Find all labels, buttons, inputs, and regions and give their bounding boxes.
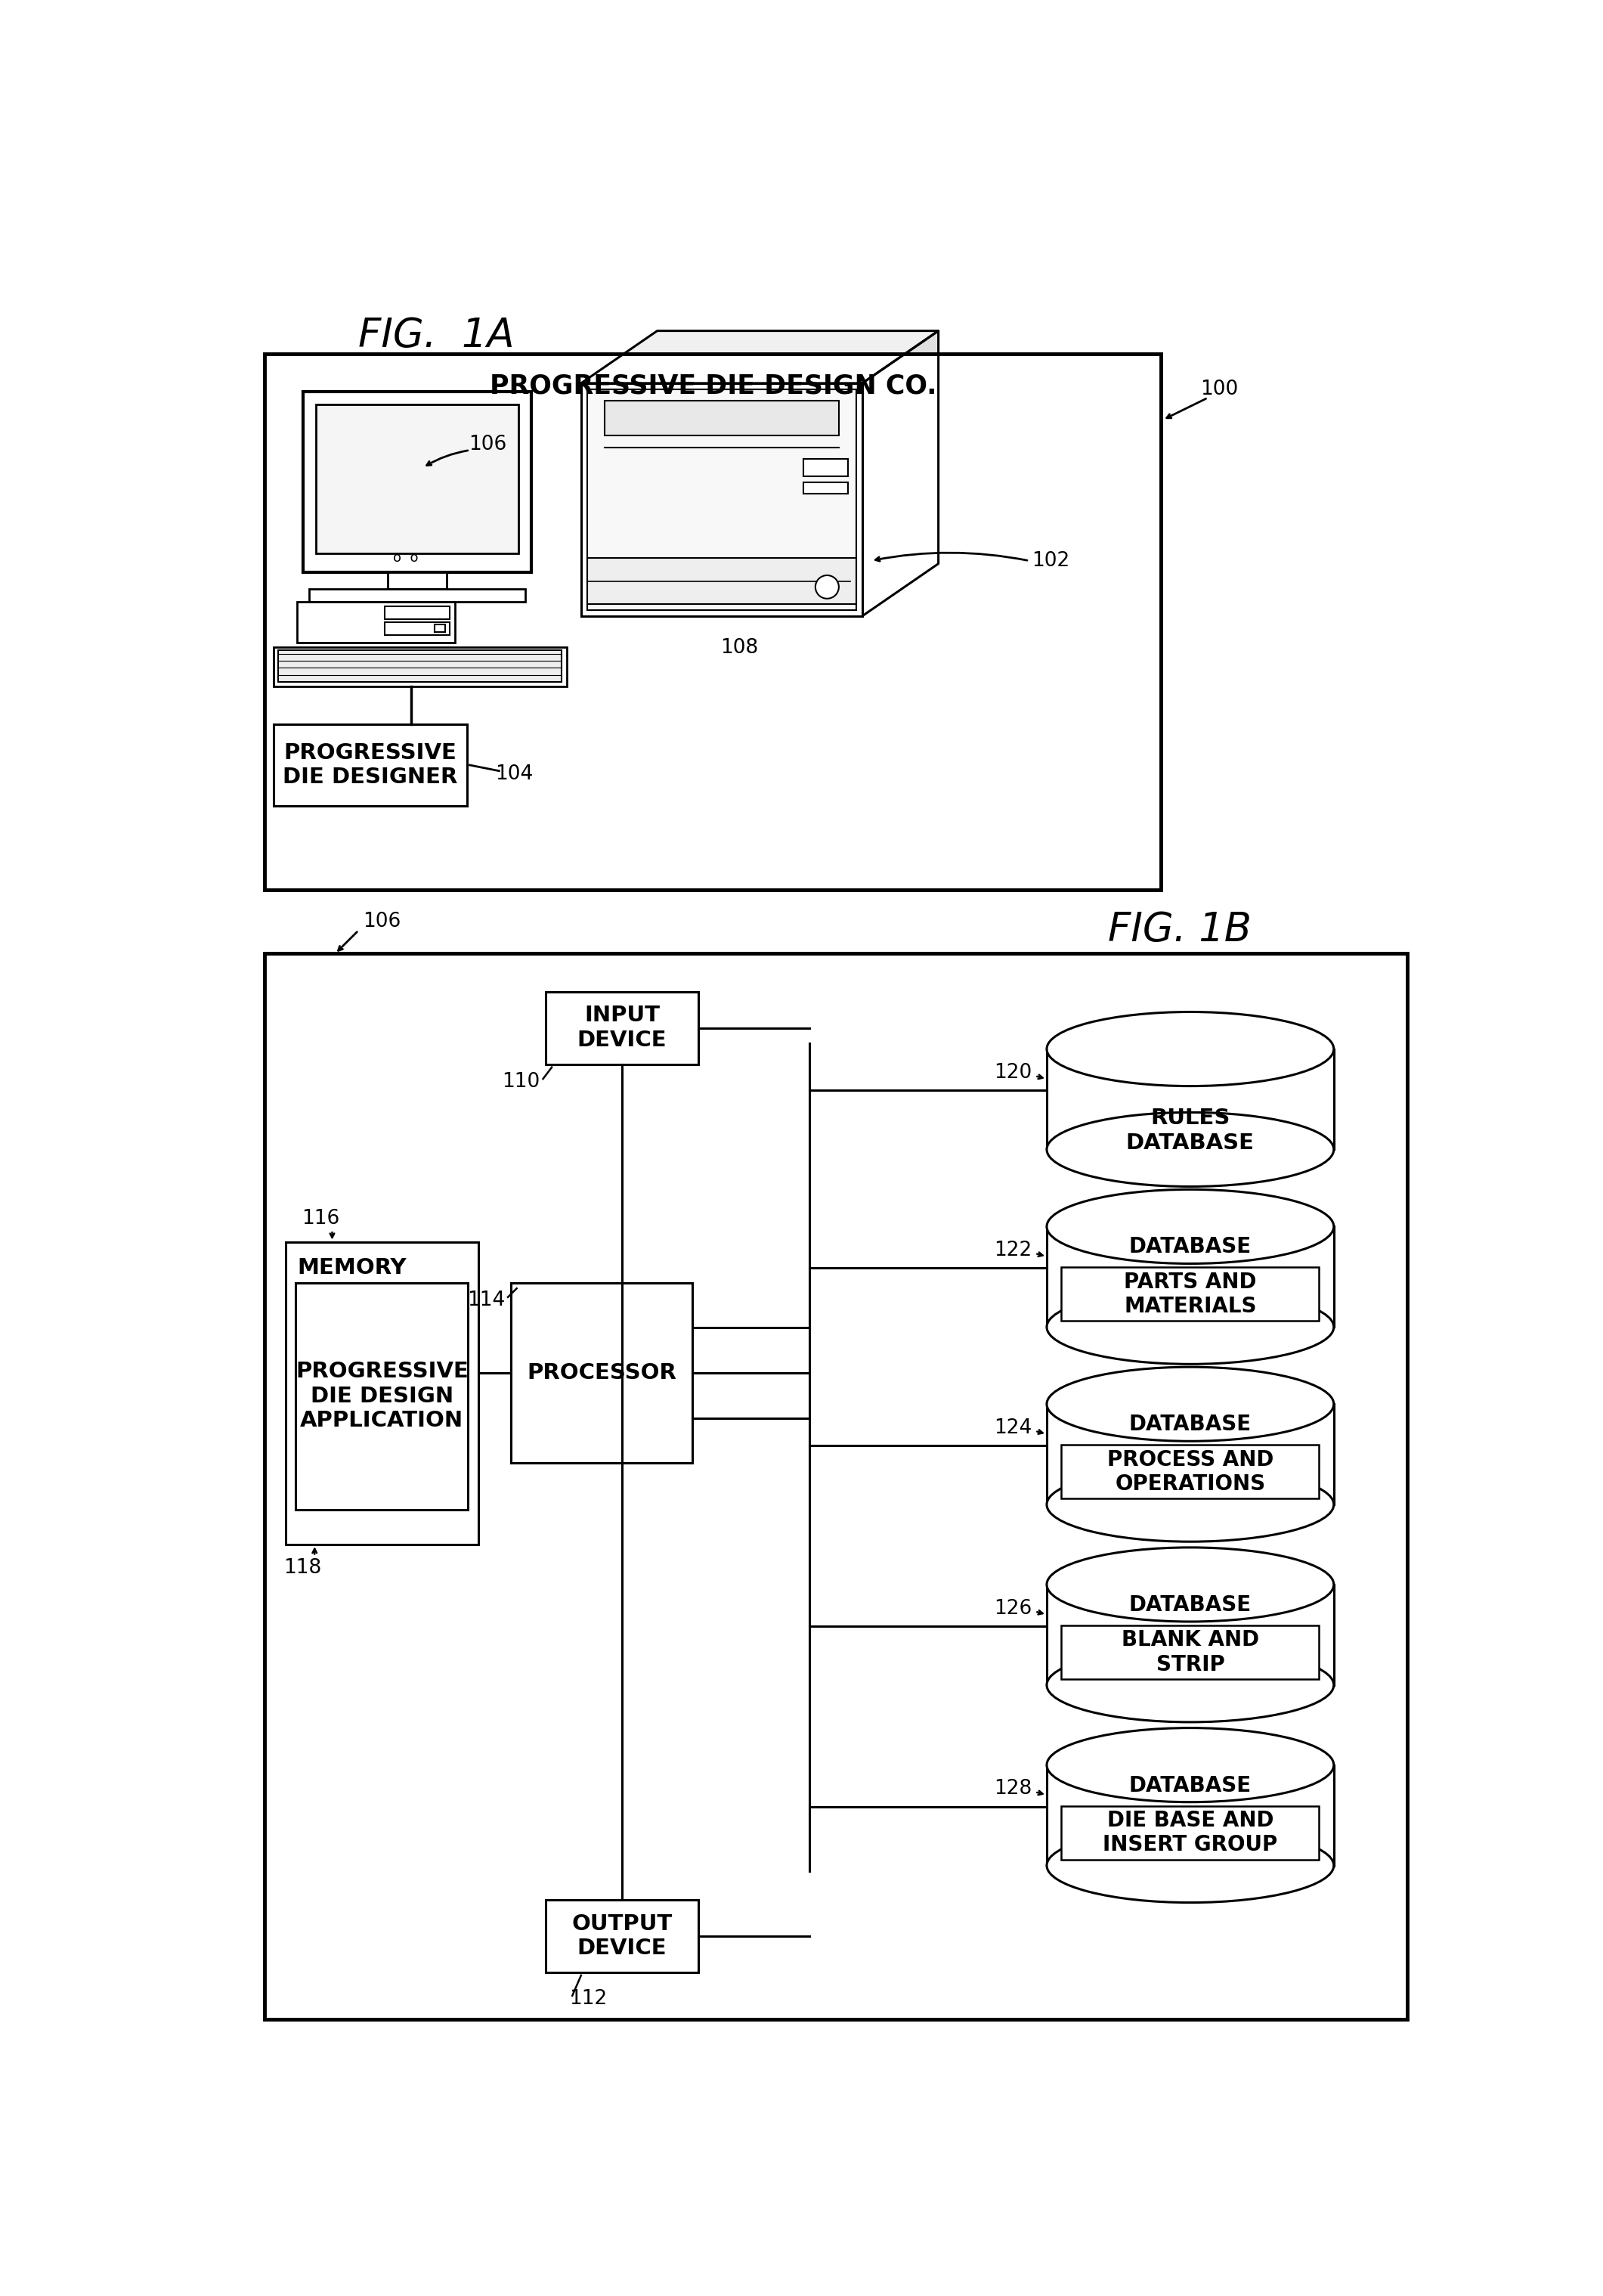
Bar xyxy=(297,1283,468,1511)
Text: 102: 102 xyxy=(1032,551,1071,572)
Bar xyxy=(1047,1049,1334,1150)
Ellipse shape xyxy=(1047,1729,1334,1802)
Bar xyxy=(434,625,446,631)
Text: PROGRESSIVE DIE DESIGN CO.: PROGRESSIVE DIE DESIGN CO. xyxy=(489,374,936,400)
Text: o  o: o o xyxy=(393,551,418,565)
Bar xyxy=(388,572,446,588)
Bar xyxy=(1047,1766,1334,1864)
Text: PROGRESSIVE
DIE DESIGNER: PROGRESSIVE DIE DESIGNER xyxy=(282,742,458,788)
Text: PROCESSOR: PROCESSOR xyxy=(527,1362,676,1384)
Bar xyxy=(316,404,518,553)
Ellipse shape xyxy=(1047,1467,1334,1541)
Text: 116: 116 xyxy=(301,1208,340,1228)
Bar xyxy=(803,459,848,475)
Bar xyxy=(1047,1226,1334,1327)
Bar xyxy=(385,622,449,636)
Text: PARTS AND
MATERIALS: PARTS AND MATERIALS xyxy=(1124,1272,1257,1318)
Text: INPUT
DEVICE: INPUT DEVICE xyxy=(577,1006,667,1052)
Bar xyxy=(385,606,449,620)
Ellipse shape xyxy=(1047,1649,1334,1722)
Text: PROCESS AND
OPERATIONS: PROCESS AND OPERATIONS xyxy=(1108,1449,1273,1495)
Bar xyxy=(264,953,1407,2018)
Text: BLANK AND
STRIP: BLANK AND STRIP xyxy=(1122,1630,1258,1676)
Text: 100: 100 xyxy=(1201,379,1239,400)
Bar xyxy=(1061,1626,1319,1678)
Circle shape xyxy=(816,576,838,599)
Polygon shape xyxy=(862,331,938,615)
Text: 106: 106 xyxy=(362,912,401,932)
Text: DATABASE: DATABASE xyxy=(1129,1238,1252,1258)
Text: 112: 112 xyxy=(569,1988,608,2009)
Ellipse shape xyxy=(1047,1828,1334,1903)
Bar xyxy=(1047,1405,1334,1504)
Text: RULES
DATABASE: RULES DATABASE xyxy=(1125,1107,1255,1153)
Ellipse shape xyxy=(1047,1189,1334,1263)
Bar xyxy=(582,383,862,615)
Text: 120: 120 xyxy=(994,1063,1032,1084)
Ellipse shape xyxy=(1047,1013,1334,1086)
Text: 122: 122 xyxy=(994,1240,1032,1261)
Text: 114: 114 xyxy=(466,1290,505,1311)
Text: 126: 126 xyxy=(994,1598,1032,1619)
Bar xyxy=(547,992,699,1065)
Text: FIG. 1B: FIG. 1B xyxy=(1108,909,1252,948)
Bar xyxy=(547,1899,699,1972)
Bar xyxy=(297,602,455,643)
Bar xyxy=(274,723,466,806)
Text: 124: 124 xyxy=(994,1419,1032,1437)
Bar xyxy=(264,354,1161,889)
Text: MEMORY: MEMORY xyxy=(297,1258,406,1279)
Text: 108: 108 xyxy=(720,638,758,659)
Ellipse shape xyxy=(1047,1366,1334,1442)
Text: DIE BASE AND
INSERT GROUP: DIE BASE AND INSERT GROUP xyxy=(1103,1809,1278,1855)
Bar xyxy=(309,588,526,602)
Bar xyxy=(1061,1444,1319,1499)
Bar xyxy=(1061,1807,1319,1860)
Bar xyxy=(803,482,848,494)
Text: OUTPUT
DEVICE: OUTPUT DEVICE xyxy=(572,1913,672,1958)
Text: 128: 128 xyxy=(994,1779,1032,1798)
Bar xyxy=(274,647,566,687)
Text: DATABASE: DATABASE xyxy=(1129,1775,1252,1795)
Polygon shape xyxy=(582,331,938,383)
Text: PROGRESSIVE
DIE DESIGN
APPLICATION: PROGRESSIVE DIE DESIGN APPLICATION xyxy=(295,1362,468,1430)
Bar xyxy=(303,393,531,572)
Bar xyxy=(1047,1584,1334,1685)
Bar xyxy=(587,558,856,604)
Ellipse shape xyxy=(1047,1111,1334,1187)
Ellipse shape xyxy=(1047,1290,1334,1364)
Text: FIG.  1A: FIG. 1A xyxy=(359,317,515,356)
Text: 104: 104 xyxy=(495,765,532,783)
Text: 110: 110 xyxy=(502,1072,540,1091)
Text: DATABASE: DATABASE xyxy=(1129,1593,1252,1616)
Ellipse shape xyxy=(1047,1548,1334,1621)
Bar xyxy=(604,402,838,436)
Bar xyxy=(1061,1267,1319,1320)
Bar xyxy=(285,1242,479,1545)
Text: DATABASE: DATABASE xyxy=(1129,1414,1252,1435)
Text: 106: 106 xyxy=(468,434,507,455)
Bar xyxy=(587,388,856,611)
Bar xyxy=(279,650,561,682)
Bar xyxy=(511,1283,692,1463)
Text: 118: 118 xyxy=(284,1559,322,1577)
